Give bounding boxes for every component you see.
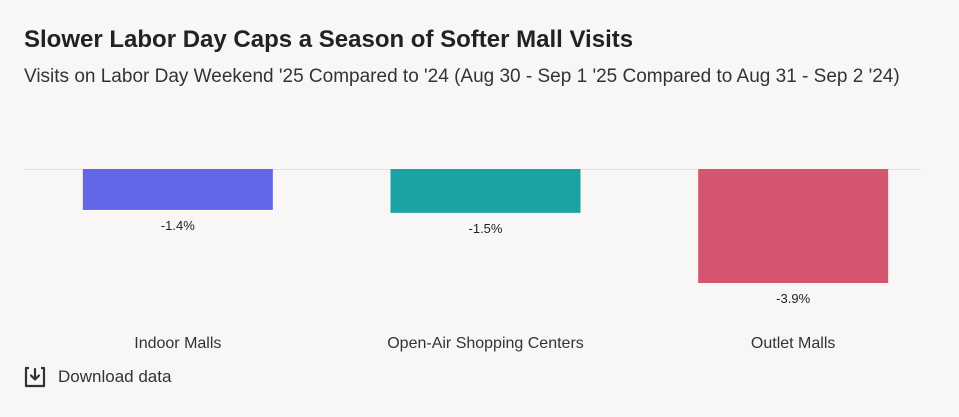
- download-data-label: Download data: [58, 367, 172, 386]
- download-data-button[interactable]: Download data: [24, 366, 171, 388]
- category-label: Open-Air Shopping Centers: [387, 335, 584, 352]
- chart-title: Slower Labor Day Caps a Season of Softer…: [24, 26, 634, 53]
- category-label: Indoor Malls: [134, 335, 221, 352]
- data-label: -3.9%: [776, 291, 810, 306]
- bar-indoor-malls: [82, 169, 273, 210]
- download-icon: [24, 366, 46, 388]
- data-label-group: -1.4% -1.5% -3.9%: [161, 218, 811, 306]
- category-label: Outlet Malls: [751, 335, 835, 352]
- data-label: -1.4%: [161, 218, 195, 233]
- category-label-group: Indoor Malls Open-Air Shopping Centers Out…: [134, 335, 835, 352]
- chart-subtitle: Visits on Labor Day Weekend '25 Compared…: [24, 66, 900, 87]
- bar-open-air-shopping-centers: [390, 169, 581, 213]
- data-label: -1.5%: [469, 221, 503, 236]
- bar-group: [82, 169, 889, 283]
- bar-outlet-malls: [698, 169, 889, 283]
